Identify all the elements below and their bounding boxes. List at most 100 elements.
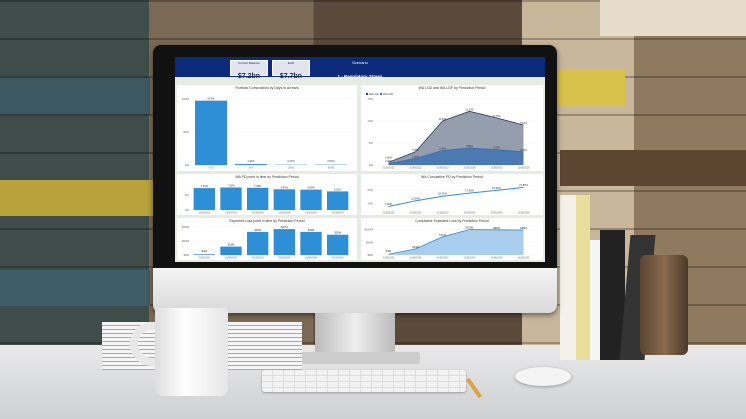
- y-tick-label: 100%: [182, 97, 190, 101]
- legend-label: WA LGF: [369, 92, 379, 96]
- scenario-selector[interactable]: Scenario 1 - Regulatory Stress: [330, 60, 390, 83]
- data-label: 3.90%: [466, 145, 474, 148]
- x-tick-label: 31/05/2025: [305, 257, 318, 260]
- kpi-label: Current Balance: [238, 61, 260, 65]
- monitor-chin: [153, 268, 557, 313]
- wood-plank: [555, 70, 625, 106]
- x-tick-label: 31/05/2024: [464, 212, 477, 215]
- kpi-value: $7.2bn: [237, 73, 261, 80]
- legend-label: WA LGD: [383, 92, 393, 96]
- coffee-mug: [155, 308, 228, 396]
- x-tick-label: 31/05/2025: [491, 212, 504, 215]
- bar: [193, 188, 215, 210]
- x-tick-label: 31/05/2024: [464, 257, 477, 260]
- data-label: 12.20%: [465, 108, 474, 111]
- bar: [193, 254, 215, 255]
- bar: [195, 100, 227, 165]
- data-label: $98M: [520, 226, 527, 230]
- bar: [220, 187, 242, 210]
- data-label: 9.10%: [520, 122, 528, 125]
- kpi-value: $7.7bn: [279, 73, 303, 80]
- chart-expected-loss: Expected Loss point in time by Predictio…: [177, 218, 357, 260]
- x-tick-label: 90+: [249, 167, 254, 170]
- series-line: [388, 147, 524, 165]
- dashboard-header: Current Balance $7.2bn EAD $7.7bn Scenario…: [175, 57, 545, 80]
- x-tick-label: 60-90: [328, 167, 335, 170]
- monitor-base: [290, 352, 420, 364]
- x-tick-label: 31/05/2026: [518, 212, 531, 215]
- kpi-current-balance: Current Balance $7.2bn: [230, 60, 268, 80]
- x-tick-label: 31/05/2023: [252, 212, 265, 215]
- data-label: 21.80%: [519, 183, 528, 187]
- chart-svg: 0% 50% 100% 0-30 90+ 30-60 60-90 97.5% 1.44% 0.47…: [182, 97, 351, 170]
- series-line: [388, 186, 524, 207]
- data-label: $1M: [202, 249, 207, 253]
- data-label: 6.90%: [281, 185, 289, 189]
- x-tick-label: 31/05/2025: [491, 167, 504, 170]
- y-tick-label: 20%: [367, 188, 373, 192]
- chart-cumulative-pd: WA Cumulative PD by Prediction Period 10%…: [361, 174, 543, 215]
- data-label: $33M: [308, 228, 315, 232]
- x-tick-label: 31/05/2022: [225, 212, 238, 215]
- mouse[interactable]: [515, 367, 571, 386]
- x-tick-label: 31/05/2026: [332, 212, 345, 215]
- x-tick-label: 31/05/2021: [383, 212, 396, 215]
- y-tick-label: $0M: [368, 253, 374, 257]
- wood-log: [640, 255, 688, 355]
- wood-plank: [0, 78, 150, 114]
- chart-portfolio-composition: Portfolio Composition by Days In Arrears…: [177, 85, 357, 171]
- data-label: 0.60%: [385, 157, 393, 160]
- book: [560, 195, 576, 360]
- series-line: [388, 229, 524, 255]
- data-label: $3M: [386, 249, 391, 253]
- data-label: 3.00%: [520, 149, 528, 152]
- x-tick-label: 31/05/2022: [225, 257, 238, 260]
- x-tick-label: 0-30: [209, 167, 214, 170]
- scenario-label: Scenario: [352, 60, 368, 65]
- book: [590, 240, 600, 360]
- x-tick-label: 31/05/2025: [491, 257, 504, 260]
- data-label: $100M: [466, 226, 474, 230]
- data-label: 0.30%: [385, 160, 393, 163]
- y-tick-label: 0%: [185, 208, 190, 212]
- data-label: $33M: [254, 228, 261, 232]
- bar: [300, 189, 322, 210]
- chart-svg: $0M $20M $40M 31/05/2021 31/05/2022 31/05/202…: [182, 225, 351, 260]
- chart-title: Cumulative Expected Loss by Prediction P…: [415, 219, 489, 223]
- data-label: $37M: [281, 225, 288, 229]
- y-tick-label: $20M: [182, 239, 190, 243]
- book: [576, 195, 590, 360]
- keyboard[interactable]: [262, 370, 466, 392]
- wood-plank: [0, 270, 150, 306]
- kpi-label: EAD: [287, 61, 295, 65]
- monitor-stand: [315, 313, 395, 358]
- x-tick-label: 31/05/2023: [437, 257, 450, 260]
- y-tick-label: 10%: [367, 119, 373, 123]
- data-label: 0.47%: [287, 159, 295, 163]
- x-tick-label: 31/05/2024: [464, 167, 477, 170]
- chart-svg: $0M $50M $100M 31/05/2021 31/05/2022 31/05/20…: [364, 226, 537, 260]
- x-tick-label: 31/05/2021: [198, 257, 211, 260]
- y-tick-label: 0%: [369, 163, 374, 167]
- wood-plank: [560, 150, 746, 186]
- chart-title: Portfolio Composition by Days In Arrears: [235, 86, 299, 90]
- chart-title: WA PD point in time by Prediction Period: [235, 175, 299, 179]
- data-label: 1.44%: [247, 159, 255, 163]
- x-tick-label: 31/05/2024: [278, 212, 291, 215]
- x-tick-label: 31/05/2021: [198, 212, 211, 215]
- kpi-ead: EAD $7.7bn: [272, 60, 310, 80]
- y-tick-label: $50M: [366, 240, 374, 244]
- data-label: $99M: [493, 226, 500, 230]
- chart-svg: 0% 5% 10% 15% 31/05/2021 31/05/2022 31/05/2023…: [365, 92, 537, 170]
- data-label: 3.50%: [493, 147, 501, 150]
- wood-plank: [0, 180, 160, 216]
- legend-marker: [379, 92, 383, 96]
- data-label: 1.50%: [412, 155, 420, 158]
- wood-plank: [600, 0, 746, 36]
- data-label: $12M: [228, 243, 235, 247]
- data-label: 3.00%: [412, 149, 420, 152]
- scenario-value: 1 - Regulatory Stress: [337, 74, 383, 79]
- chart-title: Expected Loss point in time by Predictio…: [229, 219, 305, 223]
- x-tick-label: 31/05/2026: [518, 167, 531, 170]
- data-label: $24M: [412, 245, 419, 249]
